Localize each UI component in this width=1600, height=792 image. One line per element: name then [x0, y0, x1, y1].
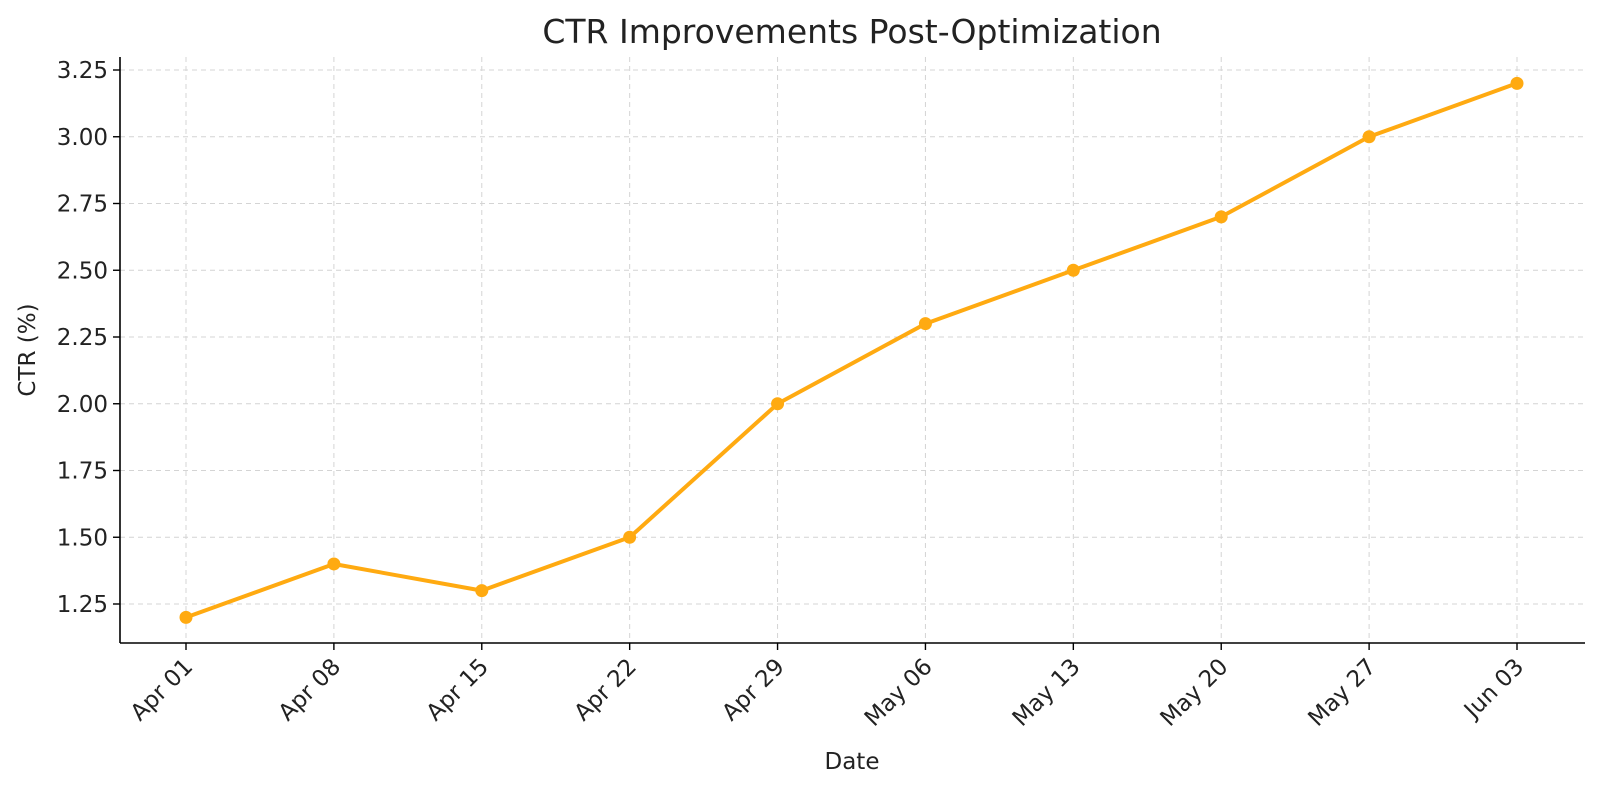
- y-tick-label: 2.75: [57, 192, 108, 218]
- axes: [119, 57, 1585, 644]
- data-point: [475, 584, 489, 598]
- data-point: [1214, 210, 1228, 224]
- x-tick-label: Apr 08: [274, 654, 346, 726]
- series: [179, 76, 1524, 624]
- x-tick-label: Jun 03: [1458, 654, 1529, 725]
- y-tick-label: 2.25: [57, 325, 108, 351]
- y-tick-label: 1.25: [57, 592, 108, 618]
- y-tick-label: 3.25: [57, 58, 108, 84]
- x-tick-label: May 27: [1303, 654, 1381, 732]
- y-tick-label: 1.75: [57, 459, 108, 485]
- x-tick-label: Apr 15: [422, 654, 494, 726]
- x-tick-label: May 06: [860, 654, 938, 732]
- x-tick-label: May 20: [1156, 654, 1234, 732]
- chart-title: CTR Improvements Post-Optimization: [542, 12, 1161, 51]
- data-point: [327, 557, 341, 571]
- x-tick-label: May 13: [1008, 654, 1086, 732]
- y-tick-label: 2.50: [57, 258, 108, 284]
- data-point: [1510, 76, 1524, 90]
- data-point: [1066, 263, 1080, 277]
- y-tick-label: 3.00: [57, 125, 108, 151]
- data-point: [623, 530, 637, 544]
- data-point: [918, 317, 932, 331]
- grid: [120, 57, 1585, 643]
- x-tick-label: Apr 22: [570, 654, 642, 726]
- x-axis-title: Date: [825, 749, 880, 775]
- data-point: [179, 610, 193, 624]
- y-tick-label: 2.00: [57, 392, 108, 418]
- y-axis-title: CTR (%): [15, 303, 41, 396]
- data-point: [1362, 130, 1376, 144]
- x-tick-label: Apr 29: [717, 654, 789, 726]
- series-line: [184, 81, 1519, 620]
- data-point: [771, 397, 785, 411]
- x-tick-label: Apr 01: [126, 654, 198, 726]
- y-tick-label: 1.50: [57, 525, 108, 551]
